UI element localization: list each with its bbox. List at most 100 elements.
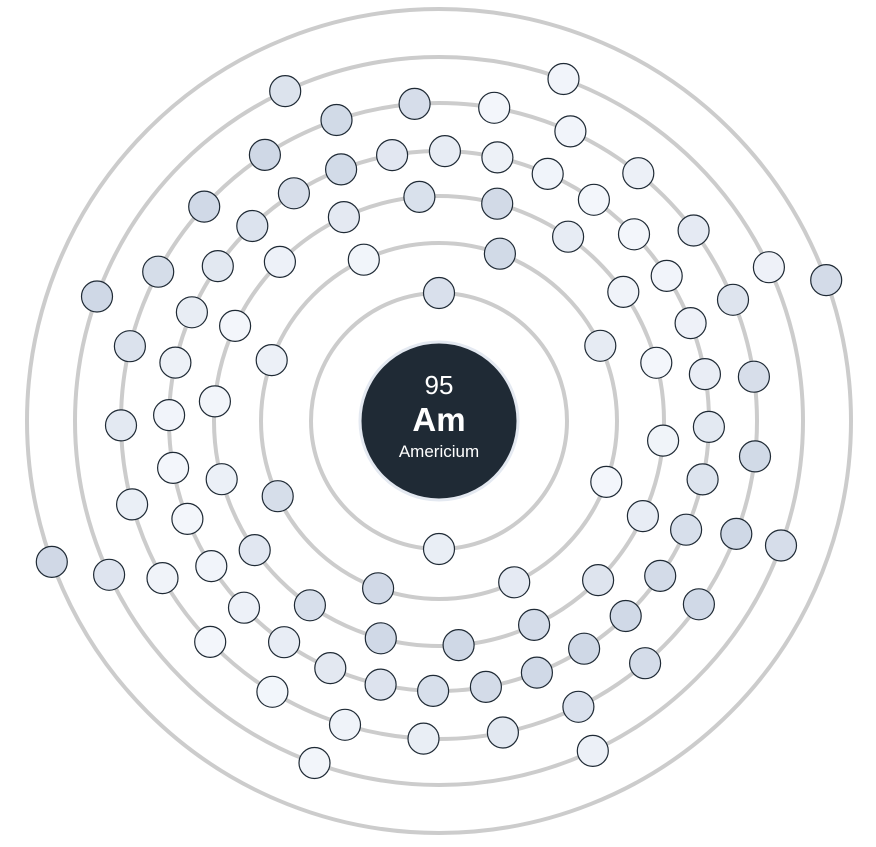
electron-shell-5 [113, 330, 146, 363]
electron-shell-2 [255, 344, 288, 377]
electron-shell-4 [159, 346, 192, 379]
element-name: Americium [399, 442, 479, 461]
electron-shell-3 [198, 385, 231, 418]
electron-shell-5 [328, 708, 362, 741]
electron-shell-3 [403, 180, 436, 213]
electron-shell-4 [153, 399, 186, 432]
electron-shell-3 [219, 309, 252, 342]
electron-shell-5 [142, 255, 175, 288]
electron-shell-4 [686, 463, 719, 496]
nucleus-circle [358, 340, 520, 502]
electron-shell-3 [640, 346, 673, 379]
electron-shell-4 [157, 451, 190, 484]
electron-shell-5 [716, 283, 750, 316]
electron-shell-4 [376, 139, 409, 172]
electron-shell-1 [422, 276, 456, 310]
electron-shell-5 [478, 91, 511, 124]
electron-shell-3 [293, 589, 326, 622]
shell-2 [259, 241, 619, 601]
electron-shell-4 [195, 549, 228, 583]
electron-shell-3 [607, 275, 640, 308]
electron-shell-4 [268, 626, 301, 659]
electron-shell-7 [35, 545, 68, 579]
electron-shell-5 [562, 690, 595, 723]
electron-shell-6 [576, 734, 609, 768]
electron-shell-4 [428, 135, 461, 168]
electron-shell-5 [407, 722, 440, 755]
electron-shell-5 [104, 409, 138, 442]
electron-shell-5 [677, 214, 710, 247]
shell-6 [73, 55, 805, 787]
electron-shell-4 [567, 632, 601, 665]
electron-shell-5 [256, 675, 289, 708]
electron-shell-5 [320, 103, 353, 137]
electron-shell-4 [171, 502, 204, 536]
electron-shell-4 [175, 296, 208, 329]
atomic-number: 95 [425, 370, 454, 400]
electron-shell-6 [298, 746, 331, 780]
electron-shell-2 [483, 237, 516, 270]
nucleus: 95 Am Americium [358, 340, 520, 502]
electron-shell-4 [481, 141, 514, 174]
electron-shell-4 [609, 599, 642, 633]
electron-shell-4 [325, 153, 358, 186]
electron-shell-4 [227, 591, 261, 624]
electron-shell-6 [764, 529, 798, 562]
electron-shell-4 [617, 218, 651, 251]
electron-shell-4 [531, 157, 564, 190]
electron-shell-2 [584, 329, 617, 362]
electron-shell-4 [236, 209, 269, 243]
electron-shell-5 [188, 190, 221, 223]
electron-shell-4 [314, 651, 347, 685]
electron-shell-5 [720, 517, 753, 551]
shell-3 [212, 194, 666, 648]
electron-shell-5 [737, 360, 771, 393]
electron-shell-3 [646, 424, 680, 457]
electron-shell-4 [644, 559, 677, 593]
electron-shell-4 [692, 410, 726, 443]
electron-shell-2 [498, 566, 531, 599]
electron-shell-5 [248, 138, 281, 171]
electron-shell-3 [238, 533, 271, 567]
electron-shell-3 [205, 463, 238, 496]
electron-shell-4 [520, 656, 554, 689]
electron-shell-3 [263, 245, 296, 278]
electron-shell-6 [269, 74, 302, 108]
electron-shell-3 [327, 201, 360, 234]
electron-shell-3 [442, 628, 475, 662]
electron-shell-4 [674, 307, 707, 340]
element-symbol: Am [412, 401, 465, 438]
electron-shell-6 [92, 558, 126, 591]
electron-shell-4 [688, 358, 722, 391]
electron-shell-5 [116, 488, 149, 521]
electron-shell-3 [481, 187, 514, 220]
electron-shell-3 [581, 563, 615, 597]
electron-shell-3 [626, 499, 660, 533]
electron-shell-4 [417, 674, 450, 708]
shell-7 [25, 7, 853, 835]
electrons [35, 62, 843, 780]
electron-shell-5 [398, 87, 431, 121]
electron-shell-4 [669, 513, 703, 546]
electron-shell-1 [422, 532, 456, 566]
electron-shell-6 [547, 62, 580, 96]
electron-shell-7 [810, 264, 843, 297]
electron-shell-6 [80, 280, 114, 313]
electron-shell-5 [194, 625, 227, 659]
electron-shell-2 [347, 243, 380, 276]
electron-shell-5 [628, 647, 662, 680]
electron-shell-2 [261, 480, 294, 513]
electron-shell-5 [622, 157, 655, 190]
electron-shell-4 [577, 183, 611, 216]
electron-shell-3 [364, 622, 397, 655]
electron-shell-4 [277, 177, 310, 210]
electron-shell-5 [554, 115, 587, 148]
electron-shell-6 [752, 251, 786, 284]
electron-shell-5 [486, 716, 519, 749]
electron-shell-4 [364, 668, 397, 701]
electron-shell-4 [201, 250, 234, 283]
electron-shell-2 [590, 465, 623, 498]
electron-shell-5 [682, 588, 716, 621]
electron-shell-2 [362, 572, 395, 605]
